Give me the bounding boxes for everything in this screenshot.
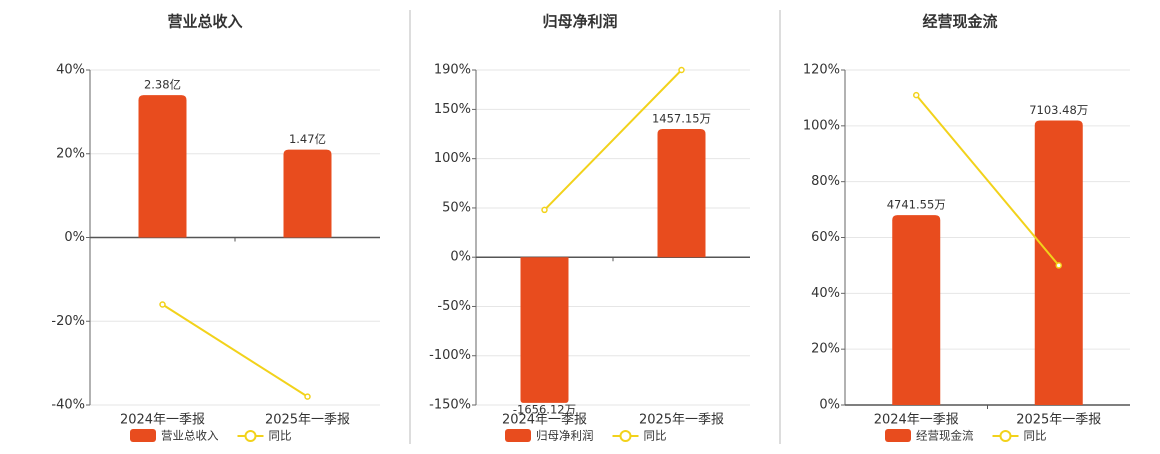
legend-label: 归母净利润 bbox=[536, 429, 594, 443]
line-point bbox=[1055, 262, 1062, 269]
legend-swatch bbox=[130, 429, 156, 442]
y-tick-label: 0% bbox=[819, 398, 840, 413]
line-point bbox=[678, 66, 685, 74]
legend-swatch bbox=[505, 429, 531, 442]
y-tick-label: 40% bbox=[56, 63, 85, 78]
line-point bbox=[913, 91, 920, 99]
y-tick-label: 100% bbox=[803, 118, 840, 133]
legend-label: 经营现金流 bbox=[916, 429, 974, 443]
data-label: -1656.12万 bbox=[513, 402, 576, 416]
chart-title: 营业总收入 bbox=[167, 13, 242, 31]
legend-label: 营业总收入 bbox=[161, 429, 219, 443]
legend-label: 同比 bbox=[269, 429, 292, 443]
data-label: 1.47亿 bbox=[289, 132, 326, 146]
y-tick-label: 20% bbox=[811, 342, 840, 357]
legend-marker bbox=[619, 430, 632, 442]
bar bbox=[657, 129, 706, 258]
x-tick-label: 2024年一季报 bbox=[502, 413, 587, 428]
y-tick-label: -50% bbox=[437, 299, 471, 314]
bar bbox=[892, 215, 941, 405]
y-tick-label: 20% bbox=[56, 146, 85, 161]
legend-swatch bbox=[885, 429, 911, 442]
x-tick-label: 2025年一季报 bbox=[1016, 413, 1101, 428]
y-tick-label: -150% bbox=[429, 398, 471, 413]
bar bbox=[283, 149, 332, 238]
y-tick-label: 120% bbox=[803, 63, 840, 78]
y-tick-label: 80% bbox=[811, 174, 840, 189]
chart-title: 经营现金流 bbox=[922, 13, 997, 31]
legend-marker bbox=[999, 430, 1012, 442]
y-tick-label: -20% bbox=[51, 314, 85, 329]
data-label: 7103.48万 bbox=[1029, 103, 1088, 117]
y-tick-label: 50% bbox=[442, 200, 471, 215]
line-point bbox=[159, 301, 166, 308]
y-tick-label: 60% bbox=[811, 230, 840, 245]
y-tick-label: -40% bbox=[51, 398, 85, 413]
y-tick-label: 40% bbox=[811, 286, 840, 301]
x-tick-label: 2024年一季报 bbox=[874, 413, 959, 428]
legend-label: 同比 bbox=[644, 429, 667, 443]
y-tick-label: 150% bbox=[434, 102, 471, 117]
y-tick-label: 0% bbox=[450, 250, 471, 265]
data-label: 4741.55万 bbox=[887, 198, 946, 212]
y-tick-label: 100% bbox=[434, 151, 471, 166]
data-label: 1457.15万 bbox=[652, 112, 711, 126]
bar bbox=[520, 257, 569, 403]
data-label: 2.38亿 bbox=[144, 78, 181, 92]
y-tick-label: 0% bbox=[64, 230, 85, 245]
x-tick-label: 2025年一季报 bbox=[639, 413, 724, 428]
x-tick-label: 2024年一季报 bbox=[120, 413, 205, 428]
y-tick-label: -100% bbox=[429, 348, 471, 363]
legend-marker bbox=[244, 430, 257, 442]
line-point bbox=[304, 393, 311, 400]
x-tick-label: 2025年一季报 bbox=[265, 413, 350, 428]
line bbox=[161, 303, 309, 398]
line-point bbox=[541, 206, 548, 214]
bar bbox=[138, 95, 187, 238]
legend-label: 同比 bbox=[1024, 429, 1047, 443]
line bbox=[543, 69, 683, 211]
y-tick-label: 190% bbox=[434, 63, 471, 78]
chart-title: 归母净利润 bbox=[542, 13, 617, 31]
line bbox=[915, 94, 1060, 267]
